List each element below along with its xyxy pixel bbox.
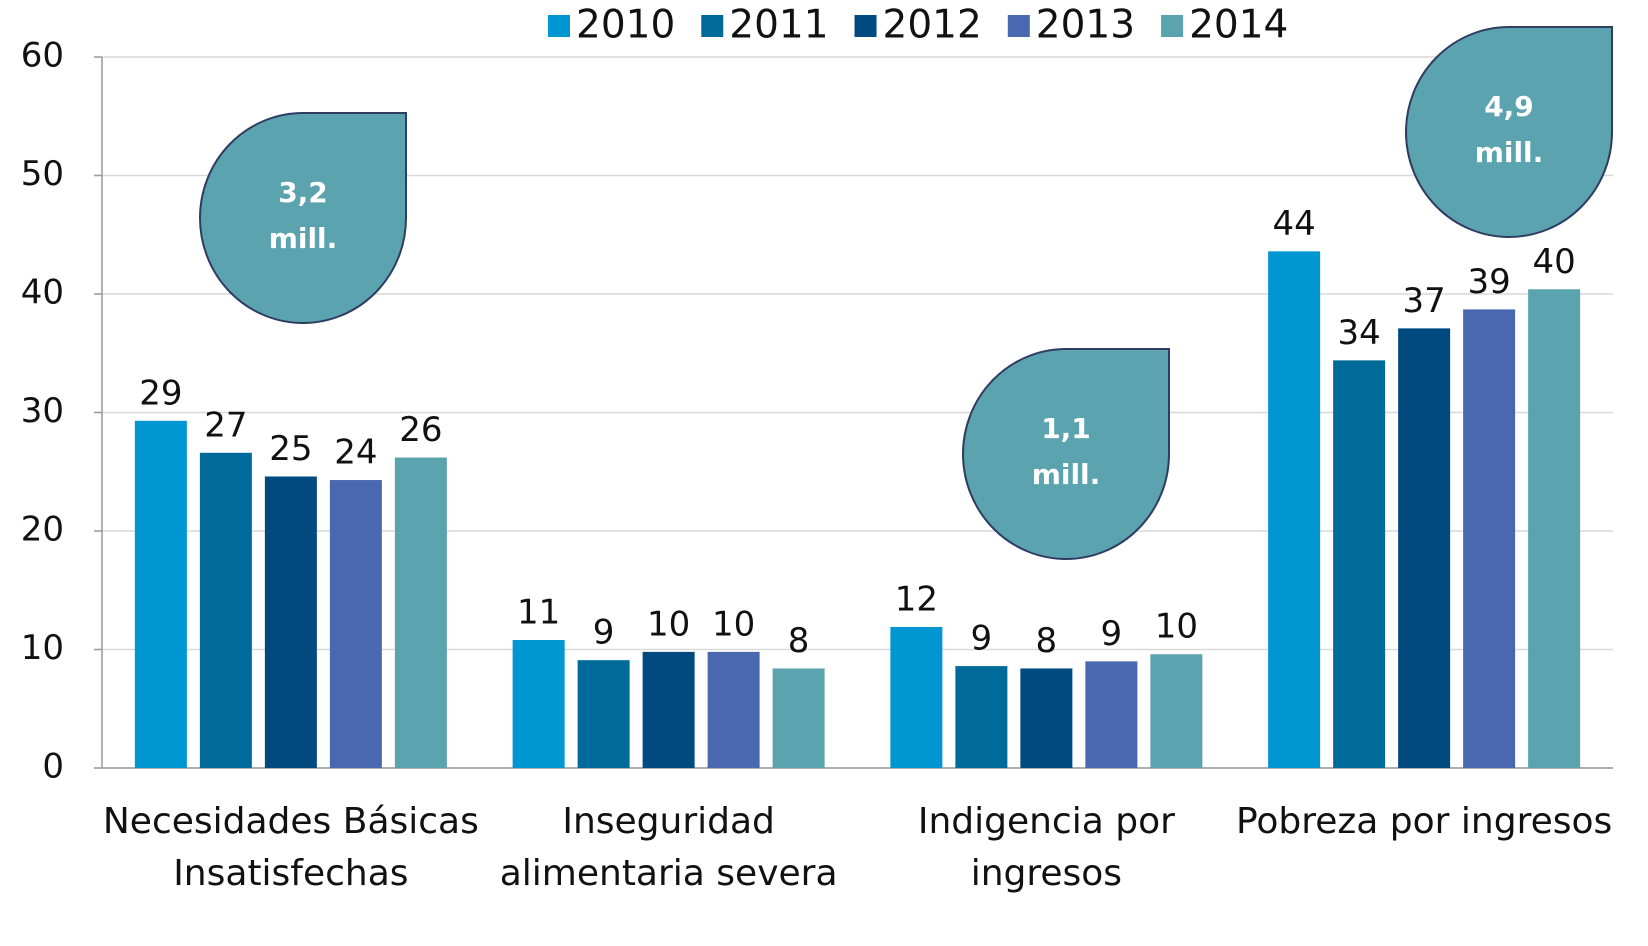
- x-tick-label: Necesidades Básicas Insatisfechas: [103, 801, 479, 894]
- x-tick-label: Pobreza por ingresos: [1236, 801, 1612, 842]
- annotation-bubble: [961, 348, 1170, 561]
- value-label: 10: [647, 604, 690, 644]
- y-tick-label: 0: [42, 747, 64, 787]
- x-tick-label: Inseguridad alimentaria severa: [500, 801, 838, 894]
- value-label: 10: [1155, 607, 1198, 647]
- bar: [890, 626, 943, 768]
- bar: [707, 651, 760, 768]
- y-tick-label: 60: [21, 36, 64, 76]
- value-label: 10: [712, 604, 755, 644]
- bar: [955, 666, 1008, 768]
- bar: [134, 420, 187, 768]
- value-label: 39: [1467, 262, 1510, 302]
- value-label: 9: [593, 613, 615, 653]
- bar: [1398, 328, 1451, 768]
- value-label: 8: [1036, 621, 1058, 661]
- bar: [1085, 661, 1138, 768]
- bar: [329, 480, 382, 768]
- value-label: 24: [334, 433, 377, 473]
- bar: [1333, 360, 1386, 768]
- value-label: 26: [399, 410, 442, 450]
- annotation-text: mill.: [1032, 458, 1101, 491]
- annotation-text: 1,1: [1041, 412, 1091, 445]
- bar: [1463, 309, 1516, 768]
- legend-label: 2012: [883, 3, 982, 48]
- legend-label: 2011: [729, 3, 828, 48]
- bar: [1528, 289, 1581, 768]
- y-tick-label: 20: [21, 510, 64, 550]
- bar: [199, 452, 252, 768]
- annotation-text: mill.: [269, 222, 338, 255]
- value-label: 44: [1272, 204, 1315, 244]
- value-label: 27: [204, 405, 247, 445]
- bar: [1150, 654, 1203, 768]
- legend-swatch: [1161, 15, 1184, 37]
- legend-label: 2013: [1036, 3, 1135, 48]
- value-label: 40: [1532, 242, 1575, 282]
- bar: [394, 457, 447, 768]
- annotation-text: mill.: [1475, 136, 1544, 169]
- value-label: 12: [895, 579, 938, 619]
- legend-label: 2010: [576, 3, 675, 48]
- annotation-text: 4,9: [1484, 90, 1534, 123]
- bar: [772, 668, 825, 768]
- bar: [512, 640, 565, 768]
- annotation-bubble: [198, 112, 407, 325]
- value-label: 11: [517, 593, 560, 633]
- value-label: 25: [269, 429, 312, 469]
- value-label: 9: [971, 619, 993, 659]
- legend-swatch: [854, 15, 877, 37]
- annotation-text: 3,2: [278, 176, 328, 209]
- bar: [1020, 668, 1073, 768]
- legend-swatch: [1007, 15, 1030, 37]
- y-tick-label: 40: [21, 273, 64, 313]
- value-label: 37: [1402, 281, 1445, 321]
- y-tick-label: 50: [21, 154, 64, 194]
- value-label: 8: [788, 621, 810, 661]
- value-label: 29: [139, 373, 182, 413]
- bar: [264, 476, 317, 768]
- value-label: 9: [1101, 614, 1123, 654]
- bar: [642, 651, 695, 768]
- bar: [577, 660, 630, 768]
- y-tick-label: 30: [21, 391, 64, 431]
- legend-swatch: [701, 15, 724, 37]
- legend-swatch: [548, 15, 570, 37]
- bar: [1268, 251, 1321, 769]
- legend-label: 2014: [1189, 3, 1288, 48]
- value-label: 34: [1337, 313, 1380, 353]
- x-tick-label: Indigencia por ingresos: [918, 801, 1175, 894]
- annotation-bubble: [1404, 26, 1613, 239]
- y-tick-label: 10: [21, 628, 64, 668]
